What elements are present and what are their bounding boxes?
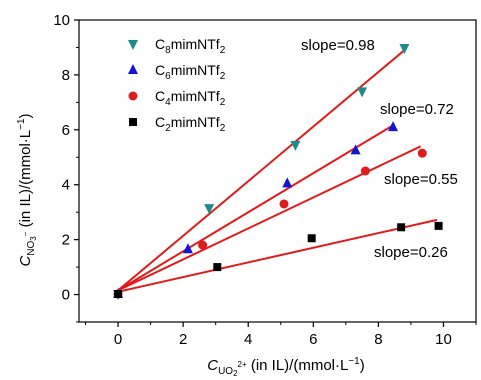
legend-marker [129, 118, 137, 126]
y-tick-label: 0 [62, 287, 70, 304]
y-tick-label: 2 [62, 232, 70, 249]
legend: C8mimNTf2 C6mimNTf2 C4mimNTf2 C2mimNTf2 [128, 36, 226, 134]
data-point [399, 44, 410, 55]
x-tick-label: 10 [435, 331, 452, 348]
x-tick-label: 0 [114, 331, 122, 348]
x-tick-label: 2 [179, 331, 187, 348]
slope-labels: slope=0.98 slope=0.72 slope=0.55 slope=0.26 [301, 37, 458, 261]
data-point [114, 289, 123, 298]
slope-label: slope=0.55 [384, 171, 458, 188]
fit-line [117, 218, 438, 293]
data-point [183, 243, 194, 254]
slope-label: slope=0.72 [380, 101, 454, 118]
legend-marker [128, 91, 138, 101]
plot-frame [78, 19, 477, 323]
legend-entry: C8mimNTf2 [155, 36, 226, 56]
axes: 0 2 4 6 8 10 0 2 4 6 8 10 [53, 12, 477, 348]
data-point [350, 144, 361, 155]
fit-line [117, 145, 422, 292]
data-point [279, 199, 289, 209]
slope-label: slope=0.26 [374, 244, 448, 261]
data-point [282, 177, 293, 188]
data-point [434, 221, 443, 230]
data-point [198, 240, 208, 250]
data-point [204, 204, 215, 215]
data-point [417, 148, 427, 158]
legend-marker [128, 40, 138, 50]
data-points [113, 44, 443, 300]
data-point [357, 87, 368, 98]
y-tick-label: 8 [62, 67, 70, 84]
x-axis-label: CUO22+ (in IL)/(mmol·L−1) [207, 356, 365, 378]
y-tick-label: 10 [53, 12, 70, 29]
y-axis-label: CNO3− (in IL)/(mmol·L−1) [16, 113, 38, 266]
data-point [290, 140, 301, 151]
slope-label: slope=0.98 [301, 37, 375, 54]
data-point [360, 166, 370, 176]
fit-line [117, 123, 396, 292]
x-tick-label: 4 [244, 331, 252, 348]
legend-marker [128, 64, 138, 74]
data-point [388, 121, 399, 132]
y-tick-label: 4 [62, 177, 70, 194]
y-tick-label: 6 [62, 122, 70, 139]
legend-entry: C4mimNTf2 [155, 88, 226, 108]
x-tick-label: 8 [374, 331, 382, 348]
data-point [213, 263, 222, 272]
data-point [397, 223, 406, 232]
x-tick-label: 6 [309, 331, 317, 348]
legend-entry: C2mimNTf2 [155, 114, 226, 134]
legend-entry: C6mimNTf2 [155, 62, 226, 82]
data-point [307, 234, 316, 243]
